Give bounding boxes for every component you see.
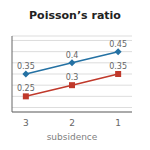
svg-text:0.45: 0.45	[109, 40, 127, 49]
svg-text:0.35: 0.35	[109, 62, 127, 71]
html-text:Poisson’s ratio: Poisson’s ratio	[29, 9, 121, 22]
svg-text:1: 1	[115, 118, 121, 128]
svg-text:0.3: 0.3	[66, 73, 79, 82]
svg-text:2: 2	[69, 118, 75, 128]
svg-text:0.25: 0.25	[17, 84, 35, 93]
svg-text:3: 3	[23, 118, 29, 128]
svg-text:0.4: 0.4	[66, 51, 79, 60]
svg-text:0.35: 0.35	[17, 62, 35, 71]
svg-text:subsidence: subsidence	[47, 132, 98, 142]
